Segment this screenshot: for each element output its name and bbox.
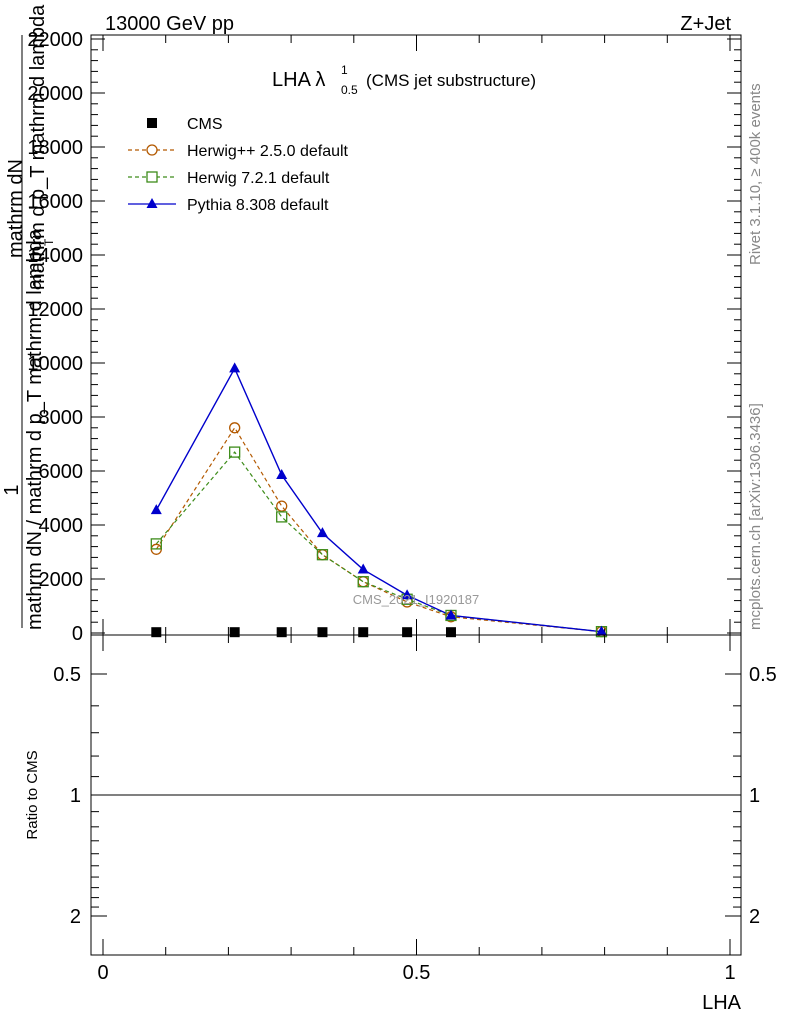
main-y-tick-label: 20000 [27, 83, 83, 105]
ratio-x-tick-label: 0.5 [403, 962, 431, 984]
data-point-herwig-2-5-0-default [357, 576, 369, 588]
main-panel: 0 2000 4000 6000 8000 10000 12000 14000 16000 180… [1, 4, 742, 645]
main-y-tick-label: 22000 [27, 29, 83, 51]
legend-label-cms: CMS [187, 116, 223, 133]
legend-label-herwig7: Herwig 7.2.1 default [187, 170, 330, 187]
main-y-tick-label: 8000 [39, 407, 84, 429]
title-subscript: 0.5 [341, 83, 358, 97]
main-y-tick-label: 14000 [27, 245, 83, 267]
ratio-y-tick-label-right: 1 [749, 785, 760, 807]
main-x-ticks [102, 35, 731, 635]
legend-label-herwigpp: Herwig++ 2.5.0 default [187, 143, 349, 160]
main-y-tick-label: 6000 [39, 461, 84, 483]
x-axis-label: LHA [702, 992, 742, 1014]
ratio-y-tick-label-right: 0.5 [749, 664, 777, 686]
data-point-herwig-7-2-1-default [316, 549, 329, 561]
data-point-cms [317, 627, 328, 638]
title-suffix: (CMS jet substructure) [366, 71, 536, 90]
data-point-pythia-8-308-default [229, 362, 241, 373]
main-y-tick-label: 10000 [27, 353, 83, 375]
data-point-pythia-8-308-default [595, 625, 607, 636]
legend-marker-pythia [146, 198, 158, 208]
plot-title: LHA λ 1 0.5 (CMS jet substructure) [272, 63, 536, 97]
data-point-pythia-8-308-default [150, 504, 162, 515]
main-y-tick-label: 2000 [39, 569, 84, 591]
data-point-herwig-2-5-0-default [276, 500, 288, 512]
main-y-tick-label: 12000 [27, 299, 83, 321]
ratio-y-label: Ratio to CMS [24, 750, 41, 839]
y-label-numerator-subscript: T [42, 238, 56, 246]
data-point-pythia-8-308-default [316, 527, 328, 538]
legend: CMS Herwig++ 2.5.0 default Herwig 7.2.1 … [128, 116, 349, 214]
main-y-tick-label: 16000 [27, 191, 83, 213]
series-line-herwig-7-2-1-default [155, 451, 602, 633]
main-y-axis-label: 1 mathrm dN / mathrm d p_T mathrm d lamb… [1, 4, 56, 630]
data-point-cms [445, 627, 456, 638]
data-point-herwig-7-2-1-default [276, 511, 288, 523]
data-point-pythia-8-308-default [357, 563, 369, 574]
data-point-cms [151, 627, 162, 638]
ratio-x-ticks: 0 0.5 1 [97, 635, 736, 984]
data-point-cms [276, 627, 287, 638]
data-point-herwig-2-5-0-default [229, 422, 241, 434]
ratio-y-tick-label: 2 [70, 906, 81, 928]
data-point-herwig-7-2-1-default [357, 576, 369, 588]
rivet-label: Rivet 3.1.10, ≥ 400k events [747, 83, 764, 265]
data-point-pythia-8-308-default [401, 589, 413, 600]
data-point-herwig-7-2-1-default [150, 538, 162, 550]
data-point-cms [402, 627, 413, 638]
main-y-ticks: 0 2000 4000 6000 8000 10000 12000 14000 16000 180… [27, 29, 741, 645]
data-point-herwig-2-5-0-default [316, 549, 329, 561]
legend-marker-herwigpp [146, 144, 158, 156]
energy-label: 13000 GeV pp [105, 13, 234, 35]
mcplots-label: mcplots.cern.ch [arXiv:1306.3436] [747, 403, 764, 630]
main-y-tick-label: 4000 [39, 515, 84, 537]
ratio-y-tick-label: 0.5 [53, 664, 81, 686]
process-label: Z+Jet [680, 13, 731, 35]
y-label-denominator: mathrm dN / mathrm d p_T mathrm d lambda [24, 228, 46, 630]
main-y-tick-label: 18000 [27, 137, 83, 159]
ratio-x-tick-label: 1 [724, 962, 735, 984]
data-point-cms [358, 627, 369, 638]
main-y-tick-label: 0 [72, 623, 83, 645]
data-point-herwig-7-2-1-default [229, 446, 241, 458]
series-line-pythia-8-308-default [155, 366, 602, 633]
legend-marker-herwig7 [146, 171, 158, 183]
title-superscript: 1 [341, 63, 348, 77]
data-point-pythia-8-308-default [276, 469, 288, 480]
ratio-y-ticks: 0.5 0.5 1 1 2 2 [53, 664, 777, 928]
y-label-top: 1 [1, 484, 23, 495]
watermark: CMS_2021_I1920187 [353, 592, 480, 607]
y-label-numerator-b: mathrm d p_T mathrm d lambda [27, 4, 49, 290]
ratio-y-tick-label: 1 [70, 785, 81, 807]
ratio-panel: 0.5 0.51 12 2 0 0.5 1 Ratio to CMS LHA [24, 634, 777, 1014]
data-point-cms [229, 627, 240, 638]
ratio-y-tick-label-right: 2 [749, 906, 760, 928]
title-main: LHA λ [272, 69, 325, 91]
ratio-x-tick-label: 0 [97, 962, 108, 984]
legend-marker-cms [147, 118, 157, 128]
main-series [150, 362, 608, 638]
legend-label-pythia: Pythia 8.308 default [187, 197, 329, 214]
data-point-pythia-8-308-default [445, 609, 457, 620]
y-label-numerator-a: mathrm dN [5, 159, 27, 258]
